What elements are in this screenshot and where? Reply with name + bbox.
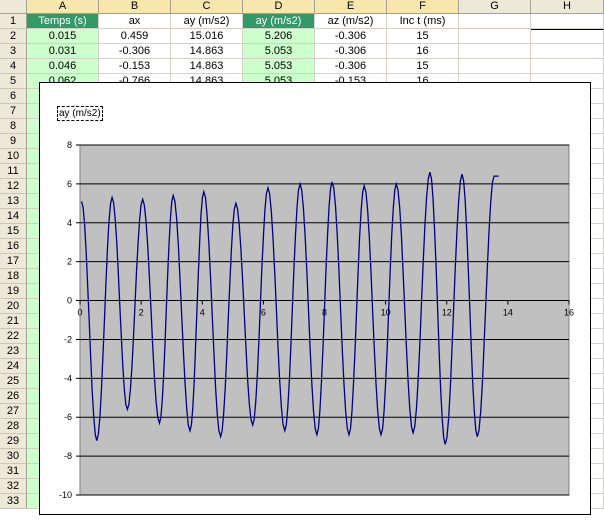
cell[interactable]: 0.459 <box>99 29 171 44</box>
cell[interactable] <box>459 44 531 59</box>
cell[interactable] <box>459 59 531 74</box>
chart-title[interactable]: ay (m/s2) <box>57 106 103 121</box>
row-header[interactable]: 24 <box>0 359 27 374</box>
column-header[interactable]: B <box>99 0 171 14</box>
row-header[interactable]: 33 <box>0 494 27 509</box>
cell[interactable] <box>531 14 604 29</box>
row-header[interactable]: 13 <box>0 194 27 209</box>
select-all-corner[interactable] <box>0 0 27 14</box>
series-line-ay <box>80 172 499 445</box>
row-header[interactable]: 22 <box>0 329 27 344</box>
row-header[interactable]: 18 <box>0 269 27 284</box>
column-header[interactable]: A <box>27 0 99 14</box>
cell[interactable] <box>531 44 604 59</box>
cell[interactable]: 0.031 <box>27 44 99 59</box>
y-tick-label: 4 <box>67 218 72 228</box>
y-tick-label: 6 <box>67 179 72 189</box>
row-header[interactable]: 30 <box>0 449 27 464</box>
column-header[interactable]: F <box>387 0 459 14</box>
y-tick-label: 2 <box>67 257 72 267</box>
row-header[interactable]: 17 <box>0 254 27 269</box>
row-header[interactable]: 29 <box>0 434 27 449</box>
row-header[interactable]: 11 <box>0 164 27 179</box>
row-header[interactable]: 21 <box>0 314 27 329</box>
row-header[interactable]: 4 <box>0 59 27 74</box>
row-header[interactable]: 25 <box>0 374 27 389</box>
cell[interactable]: 15.016 <box>171 29 243 44</box>
row-header[interactable]: 8 <box>0 119 27 134</box>
cell[interactable]: 5.053 <box>243 59 315 74</box>
row-header[interactable]: 12 <box>0 179 27 194</box>
embedded-chart[interactable]: 8 6 4 2 0 -2 -4 -6 -8 -10 0 2 4 6 8 10 12 14 16 ay (m/s2) <box>39 82 591 515</box>
cell[interactable]: -0.153 <box>99 59 171 74</box>
x-tick-label: 4 <box>200 308 205 318</box>
cell[interactable]: -0.306 <box>315 29 387 44</box>
cell[interactable]: 16 <box>387 44 459 59</box>
y-tick-label: 0 <box>67 296 72 306</box>
cell[interactable]: 0.046 <box>27 59 99 74</box>
row-header[interactable]: 32 <box>0 479 27 494</box>
cell[interactable]: ay (m/s2) <box>243 14 315 29</box>
row-header[interactable]: 14 <box>0 209 27 224</box>
cell[interactable]: -0.306 <box>99 44 171 59</box>
cell[interactable]: az (m/s2) <box>315 14 387 29</box>
column-header[interactable]: C <box>171 0 243 14</box>
cell[interactable] <box>459 29 531 44</box>
row-header[interactable]: 26 <box>0 389 27 404</box>
cell[interactable]: ax <box>99 14 171 29</box>
x-tick-label: 2 <box>139 308 144 318</box>
row-header[interactable]: 5 <box>0 74 27 89</box>
row-header[interactable]: 15 <box>0 224 27 239</box>
y-tick-label: -8 <box>64 451 72 461</box>
column-header[interactable]: G <box>459 0 531 14</box>
row-header[interactable]: 6 <box>0 89 27 104</box>
x-tick-label: 16 <box>564 308 574 318</box>
cell[interactable]: 15 <box>387 29 459 44</box>
column-header[interactable]: H <box>531 0 604 14</box>
cell[interactable] <box>531 59 604 74</box>
row-header[interactable]: 28 <box>0 419 27 434</box>
x-tick-label: 0 <box>77 308 82 318</box>
row-header[interactable]: 19 <box>0 284 27 299</box>
cell[interactable] <box>459 14 531 29</box>
cell[interactable]: 14.863 <box>171 44 243 59</box>
row-header[interactable]: 27 <box>0 404 27 419</box>
row-header[interactable]: 2 <box>0 29 27 44</box>
cell[interactable]: Inc t (ms) <box>387 14 459 29</box>
cell[interactable]: -0.306 <box>315 44 387 59</box>
x-tick-label: 10 <box>381 308 391 318</box>
y-tick-label: 8 <box>67 140 72 150</box>
x-tick-label: 12 <box>442 308 452 318</box>
cell[interactable]: 5.206 <box>243 29 315 44</box>
row-header[interactable]: 31 <box>0 464 27 479</box>
row-header[interactable]: 16 <box>0 239 27 254</box>
y-tick-label: -4 <box>64 373 72 383</box>
cell[interactable]: Temps (s) <box>27 14 99 29</box>
y-tick-label: -2 <box>64 334 72 344</box>
column-header[interactable]: E <box>315 0 387 14</box>
row-header[interactable]: 7 <box>0 104 27 119</box>
row-header[interactable]: 23 <box>0 344 27 359</box>
cell[interactable]: 5.053 <box>243 44 315 59</box>
row-header[interactable]: 3 <box>0 44 27 59</box>
row-header[interactable]: 1 <box>0 14 27 29</box>
column-header[interactable]: D <box>243 0 315 14</box>
row-header[interactable]: 20 <box>0 299 27 314</box>
cell[interactable]: 0.015 <box>27 29 99 44</box>
row-header[interactable]: 10 <box>0 149 27 164</box>
cell[interactable]: 15 <box>387 59 459 74</box>
cell[interactable]: -0.306 <box>315 59 387 74</box>
y-tick-label: -10 <box>59 490 72 500</box>
y-tick-label: -6 <box>64 412 72 422</box>
cell[interactable]: ay (m/s2) <box>171 14 243 29</box>
cell[interactable]: 14.863 <box>171 59 243 74</box>
x-tick-label: 14 <box>503 308 513 318</box>
row-header[interactable]: 9 <box>0 134 27 149</box>
x-tick-label: 6 <box>261 308 266 318</box>
cell[interactable] <box>531 29 604 44</box>
